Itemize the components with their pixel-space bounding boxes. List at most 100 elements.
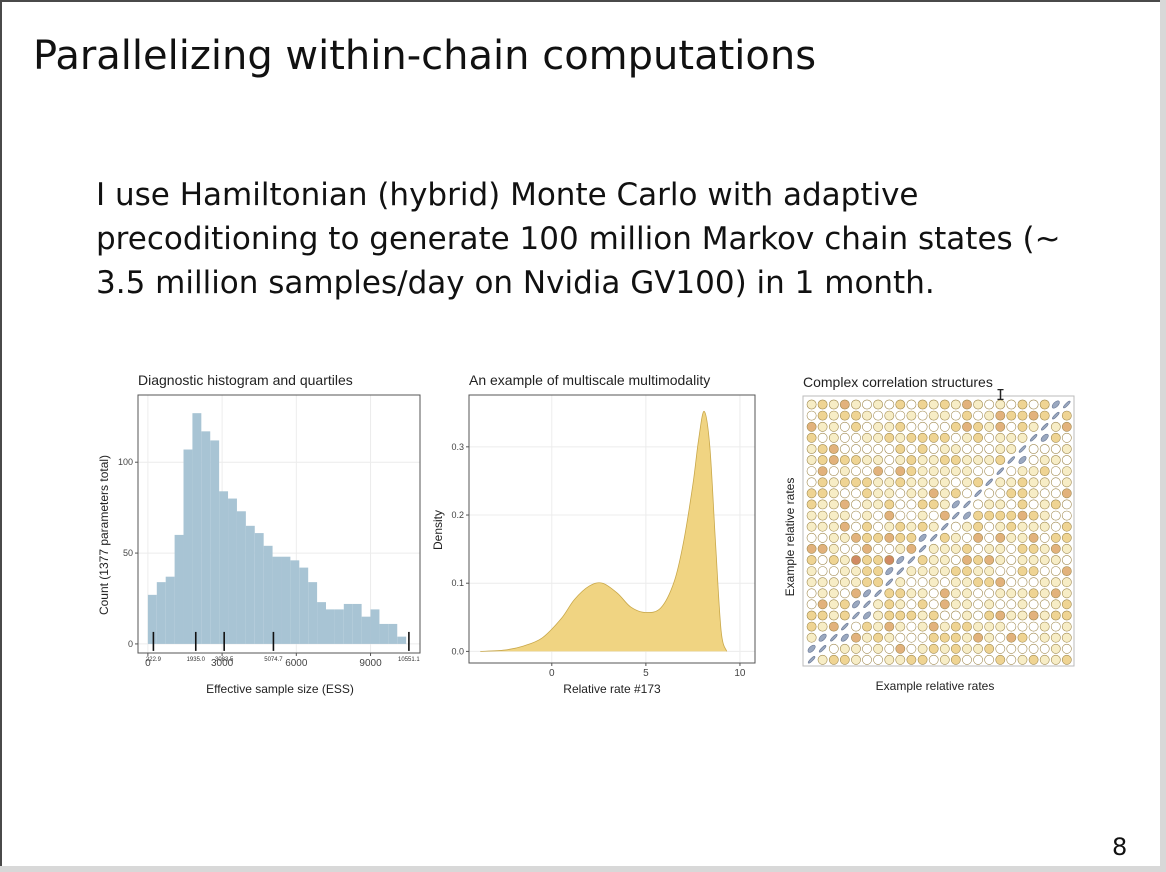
correlation-cell: [906, 399, 917, 410]
correlation-cell: [1039, 410, 1050, 421]
correlation-cell: [1039, 521, 1050, 532]
correlation-cell: [817, 466, 828, 476]
correlation-cell: [1006, 532, 1017, 543]
correlation-cell: [973, 599, 983, 610]
correlation-cell: [884, 432, 895, 443]
correlation-cell: [873, 621, 883, 632]
correlation-x-axis-label: Example relative rates: [876, 679, 995, 693]
correlation-cell: [895, 654, 906, 665]
correlation-cell: [973, 555, 983, 565]
correlation-cell: [1050, 421, 1061, 432]
correlation-cell: [962, 532, 972, 543]
correlation-cell: [884, 444, 895, 454]
correlation-cell: [962, 621, 972, 632]
correlation-cell: [1006, 477, 1017, 488]
correlation-cell: [862, 510, 872, 521]
correlation-cell: [851, 444, 861, 454]
correlation-cell: [939, 543, 950, 554]
correlation-cell: [863, 600, 871, 608]
density-title: An example of multiscale multimodality: [469, 372, 710, 388]
correlation-cell: [1050, 499, 1061, 510]
histogram-x-tick-label: 0: [145, 658, 151, 669]
correlation-cell: [1039, 610, 1050, 621]
histogram-bar: [236, 511, 246, 644]
correlation-cell: [1039, 599, 1050, 610]
correlation-cell: [973, 399, 983, 410]
correlation-cell: [1017, 510, 1028, 521]
correlation-cell: [1061, 421, 1072, 432]
correlation-cell: [817, 621, 828, 632]
correlation-cell: [1050, 588, 1061, 599]
correlation-cell: [806, 510, 817, 521]
correlation-cell: [851, 566, 861, 576]
histogram-bar: [228, 498, 237, 644]
correlation-cell: [1028, 577, 1039, 588]
correlation-cell: [806, 632, 817, 643]
correlation-cell: [995, 510, 1006, 521]
window-border-right: [1160, 0, 1166, 866]
correlation-cell: [1028, 588, 1039, 599]
correlation-cell: [817, 599, 828, 610]
correlation-cell: [806, 532, 817, 543]
correlation-cell: [1028, 410, 1039, 421]
correlation-cell: [851, 455, 861, 465]
correlation-cell: [851, 399, 861, 410]
correlation-cell: [839, 610, 850, 621]
density-y-axis-label: Density: [431, 510, 445, 550]
correlation-cell: [939, 555, 950, 565]
correlation-cell: [806, 577, 817, 588]
correlation-cell: [984, 532, 995, 543]
correlation-cell: [917, 610, 928, 621]
correlation-cell: [828, 610, 839, 621]
correlation-cell: [1061, 566, 1072, 576]
correlation-cell: [851, 466, 861, 476]
correlation-cell: [806, 499, 817, 510]
correlation-cell: [873, 566, 883, 576]
correlation-cell: [984, 410, 995, 421]
histogram-bar: [272, 556, 282, 644]
correlation-cell: [806, 477, 817, 488]
correlation-cell: [973, 643, 983, 654]
correlation-cell: [873, 610, 883, 621]
correlation-cell: [1017, 410, 1028, 421]
correlation-cell: [984, 444, 995, 454]
correlation-cell: [851, 654, 861, 665]
correlation-cell: [873, 521, 883, 532]
histogram-bar: [352, 603, 362, 644]
correlation-cell: [1051, 400, 1060, 409]
correlation-cell: [917, 566, 928, 576]
correlation-cell: [1028, 532, 1039, 543]
correlation-cell: [1050, 455, 1061, 465]
histogram-x-tick-label: 6000: [285, 658, 308, 669]
correlation-cell: [828, 499, 839, 510]
correlation-cell: [895, 521, 906, 532]
correlation-cell: [828, 455, 839, 465]
correlation-cell: [939, 599, 950, 610]
correlation-cell: [1006, 510, 1017, 521]
correlation-cell: [984, 621, 995, 632]
correlation-cell: [962, 643, 972, 654]
correlation-cell: [873, 399, 883, 410]
correlation-cell: [817, 610, 828, 621]
correlation-cell: [806, 410, 817, 421]
correlation-cell: [917, 410, 928, 421]
correlation-cell: [806, 599, 817, 610]
correlation-cell: [995, 577, 1006, 588]
histogram-svg: Diagnostic histogram and quartiles Effec…: [97, 372, 421, 696]
correlation-cell: [1029, 434, 1038, 442]
histogram-bar: [299, 567, 309, 644]
correlation-cell: [828, 543, 839, 554]
correlation-cell: [1039, 488, 1050, 499]
correlation-cell: [895, 488, 906, 499]
correlation-cell: [984, 610, 995, 621]
correlation-cell: [995, 410, 1006, 421]
correlation-cell: [984, 599, 995, 610]
correlation-cell: [1018, 445, 1027, 453]
correlation-cell: [839, 643, 850, 654]
correlation-cell: [873, 488, 883, 499]
correlation-cell: [1050, 477, 1061, 488]
correlation-cell: [895, 532, 906, 543]
correlation-cell: [1040, 433, 1049, 442]
correlation-cell: [862, 466, 872, 476]
correlation-cell: [973, 432, 983, 443]
